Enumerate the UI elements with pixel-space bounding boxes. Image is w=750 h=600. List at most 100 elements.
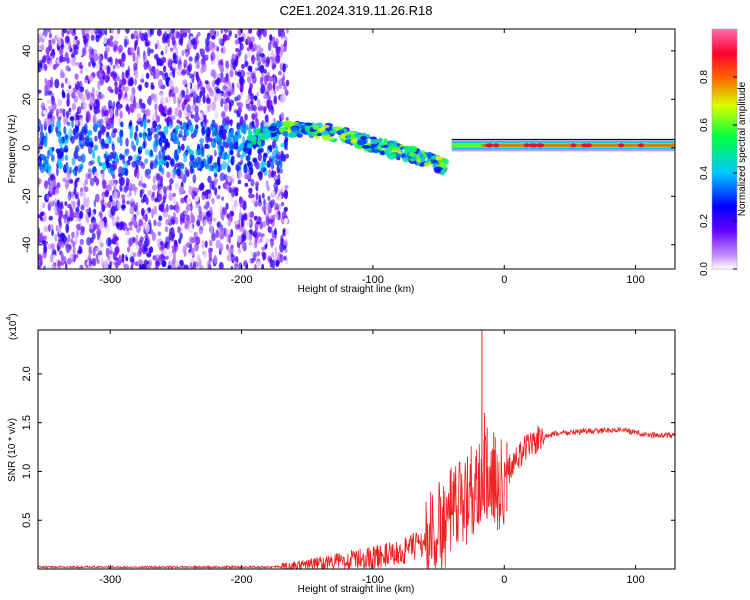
noise-blob: [244, 113, 248, 121]
noise-blob: [251, 113, 256, 121]
noise-blob: [190, 114, 195, 119]
noise-blob: [140, 174, 143, 184]
noise-blob: [85, 208, 90, 214]
noise-blob: [234, 70, 238, 76]
noise-blob: [109, 195, 113, 203]
noise-blob: [235, 47, 239, 53]
noise-blob: [38, 239, 41, 245]
noise-blob: [285, 153, 290, 159]
noise-blob: [50, 224, 54, 231]
trace-blob: [392, 146, 401, 152]
trace-blob: [378, 137, 384, 142]
noise-blob: [239, 36, 244, 42]
noise-blob: [281, 36, 285, 44]
noise-blob: [231, 175, 235, 185]
noise-blob: [66, 79, 71, 87]
noise-blob: [75, 84, 79, 90]
noise-blob: [217, 92, 223, 101]
noise-blob: [177, 70, 183, 77]
noise-blob: [185, 203, 191, 212]
noise-blob: [123, 263, 130, 269]
noise-blob: [49, 183, 53, 194]
noise-blob: [275, 54, 281, 64]
noise-blob: [125, 29, 130, 34]
noise-blob: [38, 227, 41, 236]
noise-blob: [42, 235, 48, 241]
noise-blob: [223, 29, 229, 34]
noise-blob: [201, 125, 206, 134]
noise-blob: [244, 146, 249, 154]
snr-y-multiplier: (x104): [6, 313, 19, 340]
noise-blob: [222, 139, 226, 148]
noise-blob: [117, 58, 123, 65]
noise-blob: [158, 186, 163, 191]
noise-blob: [208, 224, 214, 234]
noise-blob: [213, 255, 218, 265]
noise-blob: [69, 209, 74, 219]
noise-blob: [230, 228, 234, 238]
noise-blob: [117, 93, 122, 102]
spectrogram-y-ticks: -40 -20 0 20 40: [21, 45, 675, 253]
noise-blob: [188, 149, 194, 157]
steady-trace-peak: [523, 143, 530, 148]
noise-blob: [42, 265, 47, 269]
noise-blob: [53, 206, 57, 212]
noise-blob: [230, 156, 235, 166]
noise-blob: [56, 132, 61, 138]
trace-blob: [395, 154, 403, 158]
noise-blob: [187, 29, 191, 34]
noise-blob: [279, 159, 283, 169]
noise-blob: [260, 84, 266, 95]
noise-blob: [257, 238, 260, 245]
noise-blob: [248, 187, 253, 194]
noise-blob: [47, 29, 52, 33]
noise-blob: [211, 132, 215, 138]
noise-blob: [237, 248, 242, 254]
noise-blob: [126, 200, 130, 205]
noise-blob: [272, 81, 276, 91]
noise-blob: [128, 221, 133, 227]
noise-blob: [276, 160, 280, 167]
noise-blob: [269, 34, 273, 42]
noise-blob: [174, 107, 179, 117]
trace-blob: [346, 131, 355, 135]
noise-blob: [187, 80, 191, 90]
noise-blob: [247, 174, 251, 180]
noise-blob: [195, 201, 200, 209]
noise-blob: [149, 228, 154, 235]
noise-blob: [273, 181, 279, 191]
snr-multiplier-base: (x10: [8, 320, 19, 340]
noise-blob: [283, 40, 287, 47]
noise-blob: [57, 217, 62, 223]
noise-blob: [209, 29, 215, 37]
noise-blob: [38, 148, 41, 154]
noise-blob: [248, 233, 252, 242]
noise-blob: [71, 231, 75, 239]
noise-blob: [267, 195, 271, 202]
noise-blob: [174, 136, 179, 145]
noise-blob: [105, 247, 110, 258]
noise-blob: [227, 165, 231, 173]
noise-blob: [43, 84, 49, 94]
snr-x-ticks: -300 -200 -100 0 100: [99, 330, 645, 586]
noise-blob: [269, 89, 275, 99]
noise-blob: [136, 189, 140, 196]
noise-blob: [202, 94, 206, 104]
noise-blob: [227, 91, 232, 97]
noise-blob: [107, 200, 112, 209]
noise-blob: [253, 95, 258, 101]
noise-blob: [82, 35, 88, 45]
noise-blob: [119, 110, 123, 119]
noise-blob: [174, 181, 179, 190]
noise-blob: [204, 143, 209, 149]
noise-blob: [88, 141, 93, 147]
noise-blob: [248, 241, 253, 246]
noise-blob: [141, 102, 146, 110]
noise-blob: [93, 53, 99, 62]
noise-blob: [285, 228, 290, 237]
noise-blob: [254, 59, 259, 69]
snr-y-tick-label: 2.0: [21, 366, 33, 381]
noise-blob: [274, 246, 278, 257]
noise-blob: [117, 76, 121, 82]
noise-blob: [144, 158, 149, 165]
